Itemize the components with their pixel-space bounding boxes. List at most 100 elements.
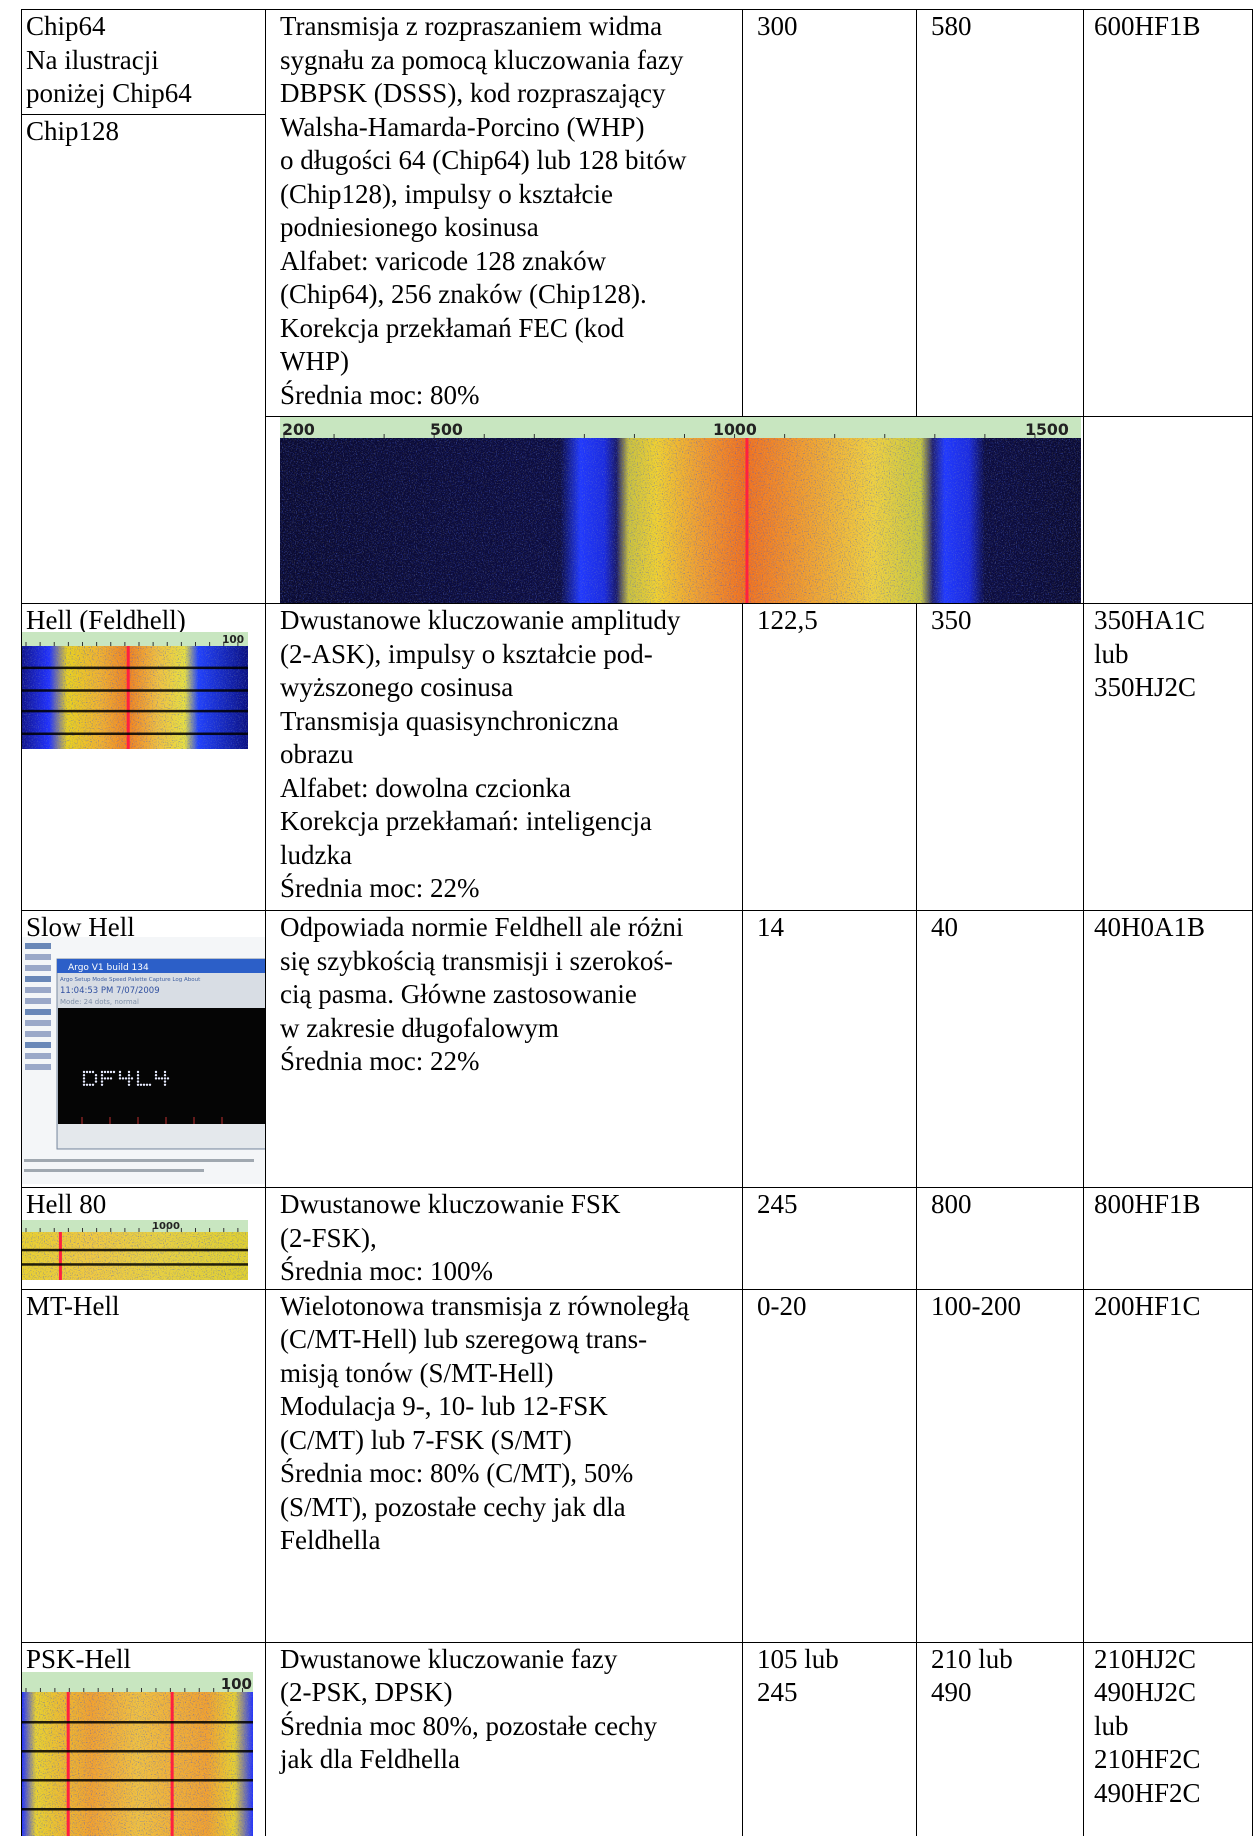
cell-bandwidth: 40 <box>916 910 1084 1188</box>
slow-hell-screenshot: Argo V1 build 134 Argo Setup Mode Speed P… <box>22 936 265 1184</box>
hell-dot <box>94 1079 98 1083</box>
cell-text: Średnia moc: 22% <box>280 873 480 903</box>
hell-dot <box>166 1076 170 1080</box>
cell-text: Średnia moc: 100% <box>280 1256 493 1286</box>
cell-text: 40H0A1B <box>1094 912 1206 942</box>
cell-baud: 105 lub 245 <box>742 1641 917 1836</box>
hell-dot <box>94 1076 98 1080</box>
text-row <box>22 709 248 712</box>
cell-text: DBPSK (DSSS), kod rozpraszający <box>280 78 666 108</box>
file-item <box>25 997 51 1004</box>
psk-hell-waterfall: 100 <box>22 1672 253 1836</box>
text-row <box>22 1262 248 1266</box>
file-item <box>25 1008 51 1015</box>
cell-text: (Chip128), impulsy o kształcie <box>280 178 613 209</box>
noise <box>22 1231 248 1280</box>
cell-description: Transmisja z rozpraszaniem widma sygnału … <box>265 9 743 417</box>
cell-bandwidth: 800 <box>916 1187 1084 1290</box>
empty-cell <box>1083 416 1253 604</box>
hell-dot <box>91 1083 95 1086</box>
hell-dot <box>109 1076 113 1080</box>
hell-dot <box>94 1073 98 1076</box>
hell-dot <box>136 1070 140 1073</box>
hell-dot <box>91 1070 95 1073</box>
cell-mode: Hell 80 1000 <box>21 1187 266 1290</box>
cell-text: 122,5 <box>757 605 818 635</box>
table-row: Hell 80 1000 Dwustanowe kluczowanie FSK (2-… <box>21 1187 1253 1290</box>
cell-description: Odpowiada normie Feldhell ale różni się s… <box>265 910 743 1188</box>
cell-text: 210HJ2C <box>1094 1643 1197 1674</box>
hell-dot <box>163 1083 167 1086</box>
hell-dot <box>106 1076 110 1080</box>
hell-dot <box>139 1083 143 1086</box>
hell80-waterfall: 1000 <box>22 1219 248 1280</box>
cell-text: PSK-Hell <box>26 1643 132 1674</box>
chip64-waterfall: 200 500 1000 1500 <box>280 417 1081 603</box>
hell-dot <box>148 1083 152 1086</box>
cell-text: (2-FSK), <box>280 1222 377 1253</box>
ruler <box>22 631 248 646</box>
cell-text: ludzka <box>280 839 352 870</box>
noise <box>22 645 248 749</box>
cell-text: 600HF1B <box>1094 11 1201 41</box>
cell-text: Korekcja przekłamań: inteligencja <box>280 806 652 836</box>
text-row <box>22 1750 253 1753</box>
text-row <box>22 1808 253 1811</box>
hell-dot <box>136 1073 140 1076</box>
cell-bandwidth: 580 <box>916 9 1084 417</box>
hell-dot <box>127 1070 131 1073</box>
cell-text: (Chip64), 256 znaków (Chip128). <box>280 279 647 309</box>
table-row: PSK-Hell 100 Dwustanowe kluczowanie fazy (2… <box>21 1641 1253 1836</box>
text-row <box>22 666 248 669</box>
file-item <box>25 1063 51 1070</box>
hell-dot <box>82 1070 86 1073</box>
hell-dot <box>157 1076 161 1080</box>
cell-text: wyższonego cosinusa <box>280 672 514 702</box>
cell-text: 210 lub <box>931 1643 1013 1674</box>
hell-dot <box>88 1070 92 1073</box>
cell-text: obrazu <box>280 739 354 769</box>
table-row: MT-Hell Wielotonowa transmisja z równoleg… <box>21 1288 1253 1643</box>
cell-text: Średnia moc 80%, pozostałe cechy <box>280 1710 658 1741</box>
cell-text: Alfabet: varicode 128 znaków <box>280 245 607 276</box>
cell-text: Hell 80 <box>26 1189 107 1219</box>
cell-text: Średnia moc: 80% (C/MT), 50% <box>280 1458 634 1488</box>
ruler <box>280 417 1081 438</box>
cell-bandwidth: 100-200 <box>916 1288 1084 1643</box>
cell-baud: 14 <box>742 910 917 1188</box>
cell-baud: 122,5 <box>742 603 917 911</box>
file-item <box>25 964 51 971</box>
file-item <box>25 953 51 960</box>
cell-text: (C/MT-Hell) lub szeregową trans- <box>280 1324 648 1354</box>
cell-mode: Slow Hell Argo V1 build 134 Argo Setup Mod… <box>21 910 266 1188</box>
hell-dot <box>145 1083 149 1086</box>
file-item <box>25 1030 51 1037</box>
hell-dot <box>127 1073 131 1076</box>
ruler <box>22 1219 248 1232</box>
hell-dot <box>112 1070 116 1073</box>
cell-description: Dwustanowe kluczowanie amplitudy (2-ASK),… <box>265 603 743 911</box>
log-line <box>24 1158 254 1162</box>
cell-baud: 245 <box>742 1187 917 1290</box>
hell-dot <box>127 1076 131 1080</box>
title-bar <box>57 958 265 973</box>
hell-dot <box>124 1076 128 1080</box>
cell-text: Dwustanowe kluczowanie FSK <box>280 1189 621 1219</box>
cell-part: Hell 80 <box>23 1188 265 1221</box>
hell-dot <box>88 1083 92 1086</box>
cell-text: Korekcja przekłamań FEC (kod <box>280 312 625 343</box>
hell-dot <box>85 1083 89 1086</box>
hell-dot <box>100 1076 104 1080</box>
hell-dot <box>121 1076 125 1080</box>
text-row <box>22 1721 253 1724</box>
cell-bandwidth: 350 <box>916 603 1084 911</box>
cell-text: (2-PSK, DPSK) <box>280 1677 453 1707</box>
cell-designation: 200HF1C <box>1083 1288 1253 1643</box>
cell-designation: 210HJ2C 490HJ2C lub 210HF2C 490HF2C <box>1083 1641 1253 1836</box>
cell-text: MT-Hell <box>26 1290 120 1321</box>
file-item <box>25 942 51 949</box>
hell-dot <box>118 1073 122 1076</box>
cell-text: 490HF2C <box>1094 1777 1201 1808</box>
hell-dot <box>154 1076 158 1080</box>
cell-text: Dwustanowe kluczowanie fazy <box>280 1643 618 1674</box>
